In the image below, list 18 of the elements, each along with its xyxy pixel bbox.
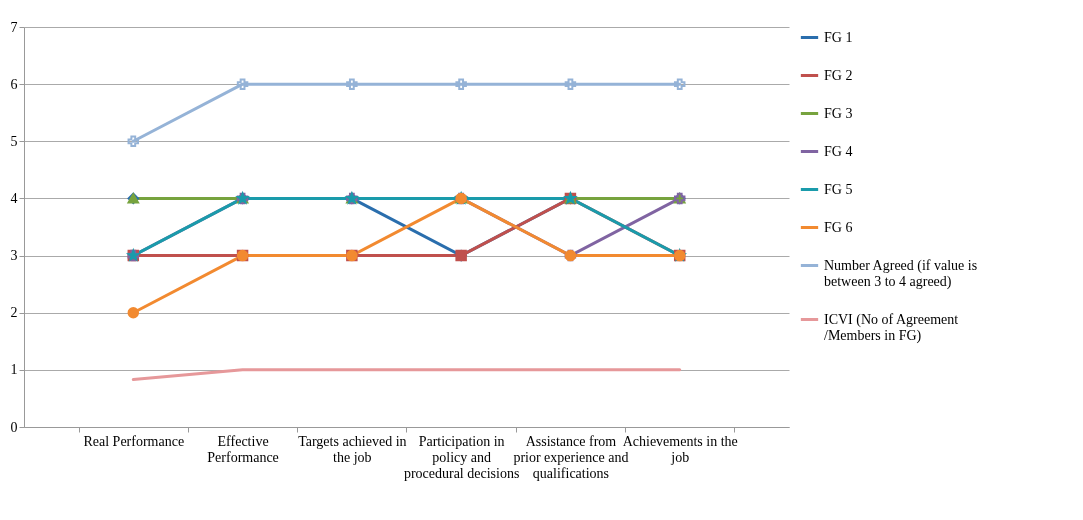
y-tick-label: 7 [10,19,18,35]
y-tick-label: 4 [10,190,18,206]
legend-label: FG 3 [824,105,853,121]
legend-label: ICVI (No of Agreement /Members in FG) [824,311,959,344]
x-tick-label: Real Performance [83,433,185,449]
legend-label: FG 6 [824,219,853,235]
x-tick-label: Effective Performance [207,433,279,465]
legend-label: FG 2 [824,67,853,83]
legend-label: FG 5 [824,181,853,197]
y-tick-label: 3 [10,248,18,264]
y-tick-label: 0 [10,419,18,435]
y-tick-label: 2 [10,305,18,321]
legend-label: FG 1 [824,29,853,45]
legend-label: Number Agreed (if value is between 3 to 4 agreed) [824,257,978,290]
y-tick-label: 5 [10,133,18,149]
legend-label: FG 4 [824,143,853,159]
y-tick-label: 6 [10,76,18,92]
y-tick-label: 1 [10,362,18,378]
